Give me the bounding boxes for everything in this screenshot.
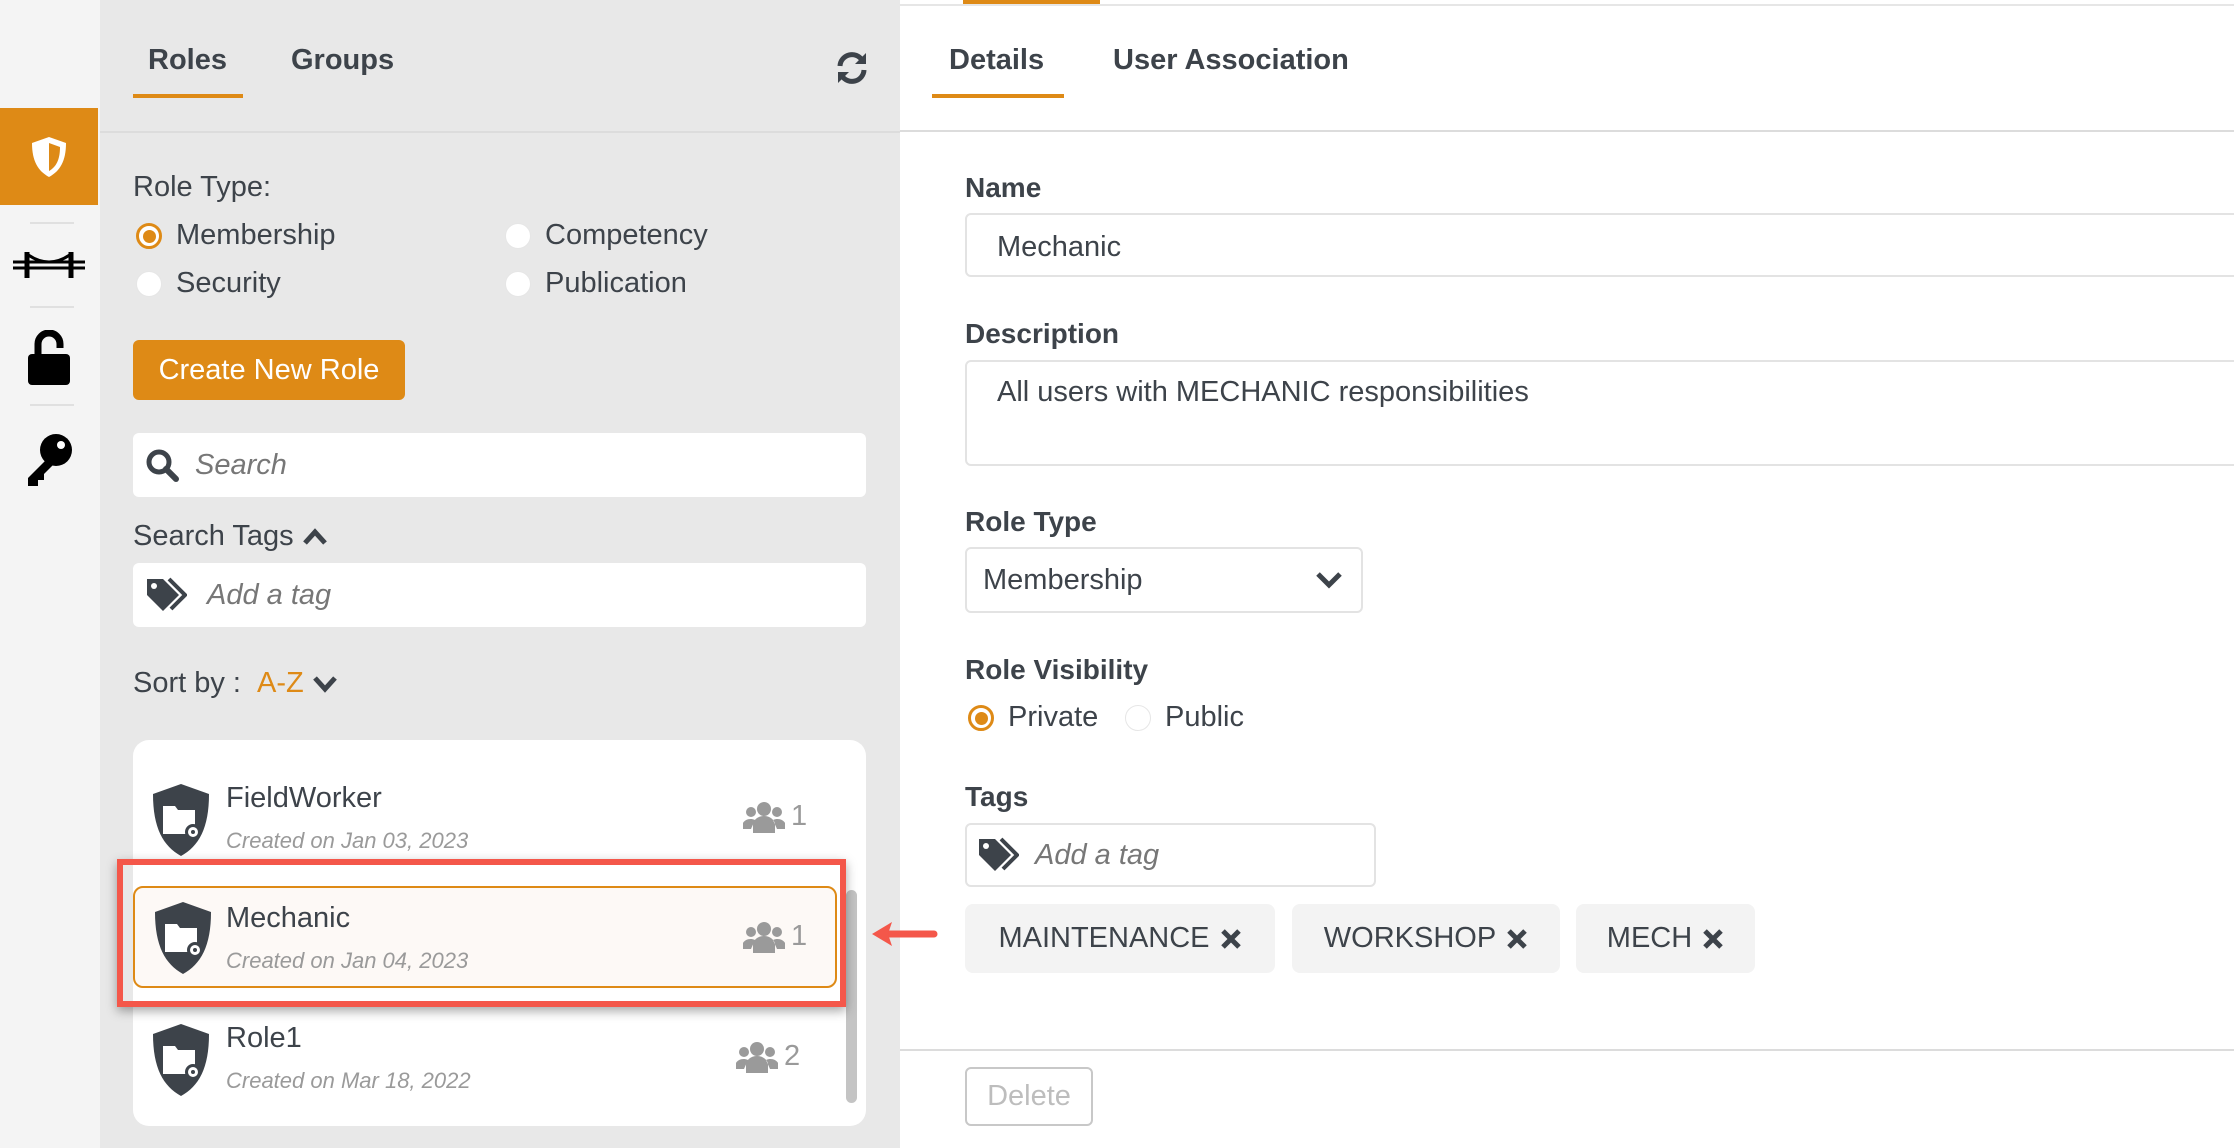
delete-button[interactable]: Delete xyxy=(965,1067,1093,1126)
radio-publication-label[interactable]: Publication xyxy=(545,267,687,299)
radio-competency[interactable] xyxy=(505,223,531,249)
divider xyxy=(900,130,2234,132)
radio-competency-label[interactable]: Competency xyxy=(545,219,708,251)
sort-value: A-Z xyxy=(257,667,304,699)
sidebar-item-bridge[interactable] xyxy=(0,250,98,280)
active-tab-indicator xyxy=(932,94,1064,98)
role-created-date: Created on Jan 03, 2023 xyxy=(226,828,469,853)
radio-public-label[interactable]: Public xyxy=(1165,701,1244,733)
tab-groups[interactable]: Groups xyxy=(291,44,395,76)
name-label: Name xyxy=(965,172,1042,203)
tag-search-input[interactable]: Add a tag xyxy=(133,563,866,627)
tag-chip: MAINTENANCE xyxy=(965,904,1275,973)
highlight-box xyxy=(117,859,846,1007)
divider xyxy=(30,306,74,308)
close-icon[interactable] xyxy=(1506,928,1528,950)
role-name: Role1 xyxy=(226,1022,302,1054)
tab-details[interactable]: Details xyxy=(949,44,1045,76)
chevron-down-icon xyxy=(1316,572,1342,589)
tag-chip-label: MECH xyxy=(1606,922,1693,954)
top-accent xyxy=(963,0,1100,4)
tags-label: Tags xyxy=(965,781,1029,812)
tag-chip: WORKSHOP xyxy=(1292,904,1560,973)
radio-membership-label[interactable]: Membership xyxy=(176,219,336,251)
role-shield-icon xyxy=(153,1024,209,1096)
search-icon xyxy=(146,449,179,482)
role-type-label: Role Type xyxy=(965,506,1097,537)
role-list-item-selected[interactable]: Mechanic Created on Jan 04, 2023 1 xyxy=(133,886,837,988)
shield-icon xyxy=(32,136,66,177)
unlock-icon xyxy=(28,330,70,385)
member-count: 1 xyxy=(743,920,807,953)
role-list-item[interactable]: FieldWorker Created on Jan 03, 2023 1 xyxy=(133,770,837,870)
users-icon xyxy=(736,1041,778,1073)
arrow-left-icon xyxy=(872,922,938,946)
radio-security[interactable] xyxy=(136,271,162,297)
role-type-value: Membership xyxy=(983,563,1143,596)
role-shield-icon xyxy=(155,902,211,974)
search-tags-toggle[interactable]: Search Tags xyxy=(133,520,328,553)
member-count: 2 xyxy=(736,1040,800,1073)
role-created-date: Created on Mar 18, 2022 xyxy=(226,1068,471,1093)
sidebar-item-roles[interactable] xyxy=(0,108,98,205)
radio-public[interactable] xyxy=(1125,705,1151,731)
sidebar-item-keys[interactable] xyxy=(0,432,98,488)
tags-icon xyxy=(147,577,187,611)
radio-membership[interactable] xyxy=(136,223,162,249)
key-icon xyxy=(28,434,72,486)
divider xyxy=(900,1049,2234,1051)
member-count-value: 1 xyxy=(791,800,808,832)
close-icon[interactable] xyxy=(1702,928,1724,950)
chevron-up-icon xyxy=(302,527,327,545)
close-icon[interactable] xyxy=(1220,928,1242,950)
scrollbar[interactable] xyxy=(846,890,857,1103)
refresh-icon[interactable] xyxy=(834,50,870,86)
radio-private[interactable] xyxy=(968,705,994,731)
search-tags-label: Search Tags xyxy=(133,520,294,552)
member-count: 1 xyxy=(743,800,807,833)
tag-placeholder: Add a tag xyxy=(1035,838,1160,871)
role-type-label: Role Type: xyxy=(133,171,272,203)
tag-placeholder: Add a tag xyxy=(207,578,332,611)
users-icon xyxy=(743,921,785,953)
create-new-role-button[interactable]: Create New Role xyxy=(133,340,405,400)
top-border xyxy=(900,4,2234,6)
description-textarea[interactable]: All users with MECHANIC responsibilities xyxy=(965,360,2234,466)
role-created-date: Created on Jan 04, 2023 xyxy=(226,948,469,973)
divider xyxy=(30,404,74,406)
add-tag-input[interactable]: Add a tag xyxy=(965,823,1376,887)
role-shield-icon xyxy=(153,784,209,856)
tag-chip-label: MAINTENANCE xyxy=(998,922,1210,954)
sidebar-item-permissions[interactable] xyxy=(0,330,98,386)
radio-publication[interactable] xyxy=(505,271,531,297)
radio-private-label[interactable]: Private xyxy=(1008,701,1099,733)
role-type-select[interactable]: Membership xyxy=(965,547,1363,613)
sort-dropdown[interactable]: Sort by : A-Z xyxy=(133,667,338,700)
icon-sidebar xyxy=(0,0,100,1148)
search-input[interactable]: Search xyxy=(133,433,866,497)
active-tab-indicator xyxy=(133,94,243,98)
bridge-icon xyxy=(13,252,85,278)
member-count-value: 1 xyxy=(791,920,808,952)
name-input[interactable]: Mechanic xyxy=(965,213,2234,277)
users-icon xyxy=(743,801,785,833)
tags-icon xyxy=(979,837,1019,871)
sort-label: Sort by : xyxy=(133,667,250,699)
chevron-down-icon xyxy=(312,675,337,693)
tab-roles[interactable]: Roles xyxy=(148,44,227,76)
tag-chip-label: WORKSHOP xyxy=(1323,922,1497,954)
role-name: Mechanic xyxy=(226,902,351,934)
member-count-value: 2 xyxy=(784,1040,801,1072)
divider xyxy=(30,222,74,224)
divider xyxy=(100,131,900,133)
role-name: FieldWorker xyxy=(226,782,382,814)
radio-security-label[interactable]: Security xyxy=(176,267,281,299)
tab-user-association[interactable]: User Association xyxy=(1113,44,1349,76)
search-placeholder: Search xyxy=(195,448,287,481)
tag-chip: MECH xyxy=(1576,904,1755,973)
description-label: Description xyxy=(965,318,1120,349)
visibility-label: Role Visibility xyxy=(965,654,1149,685)
role-list-item[interactable]: Role1 Created on Mar 18, 2022 2 xyxy=(133,1010,837,1110)
